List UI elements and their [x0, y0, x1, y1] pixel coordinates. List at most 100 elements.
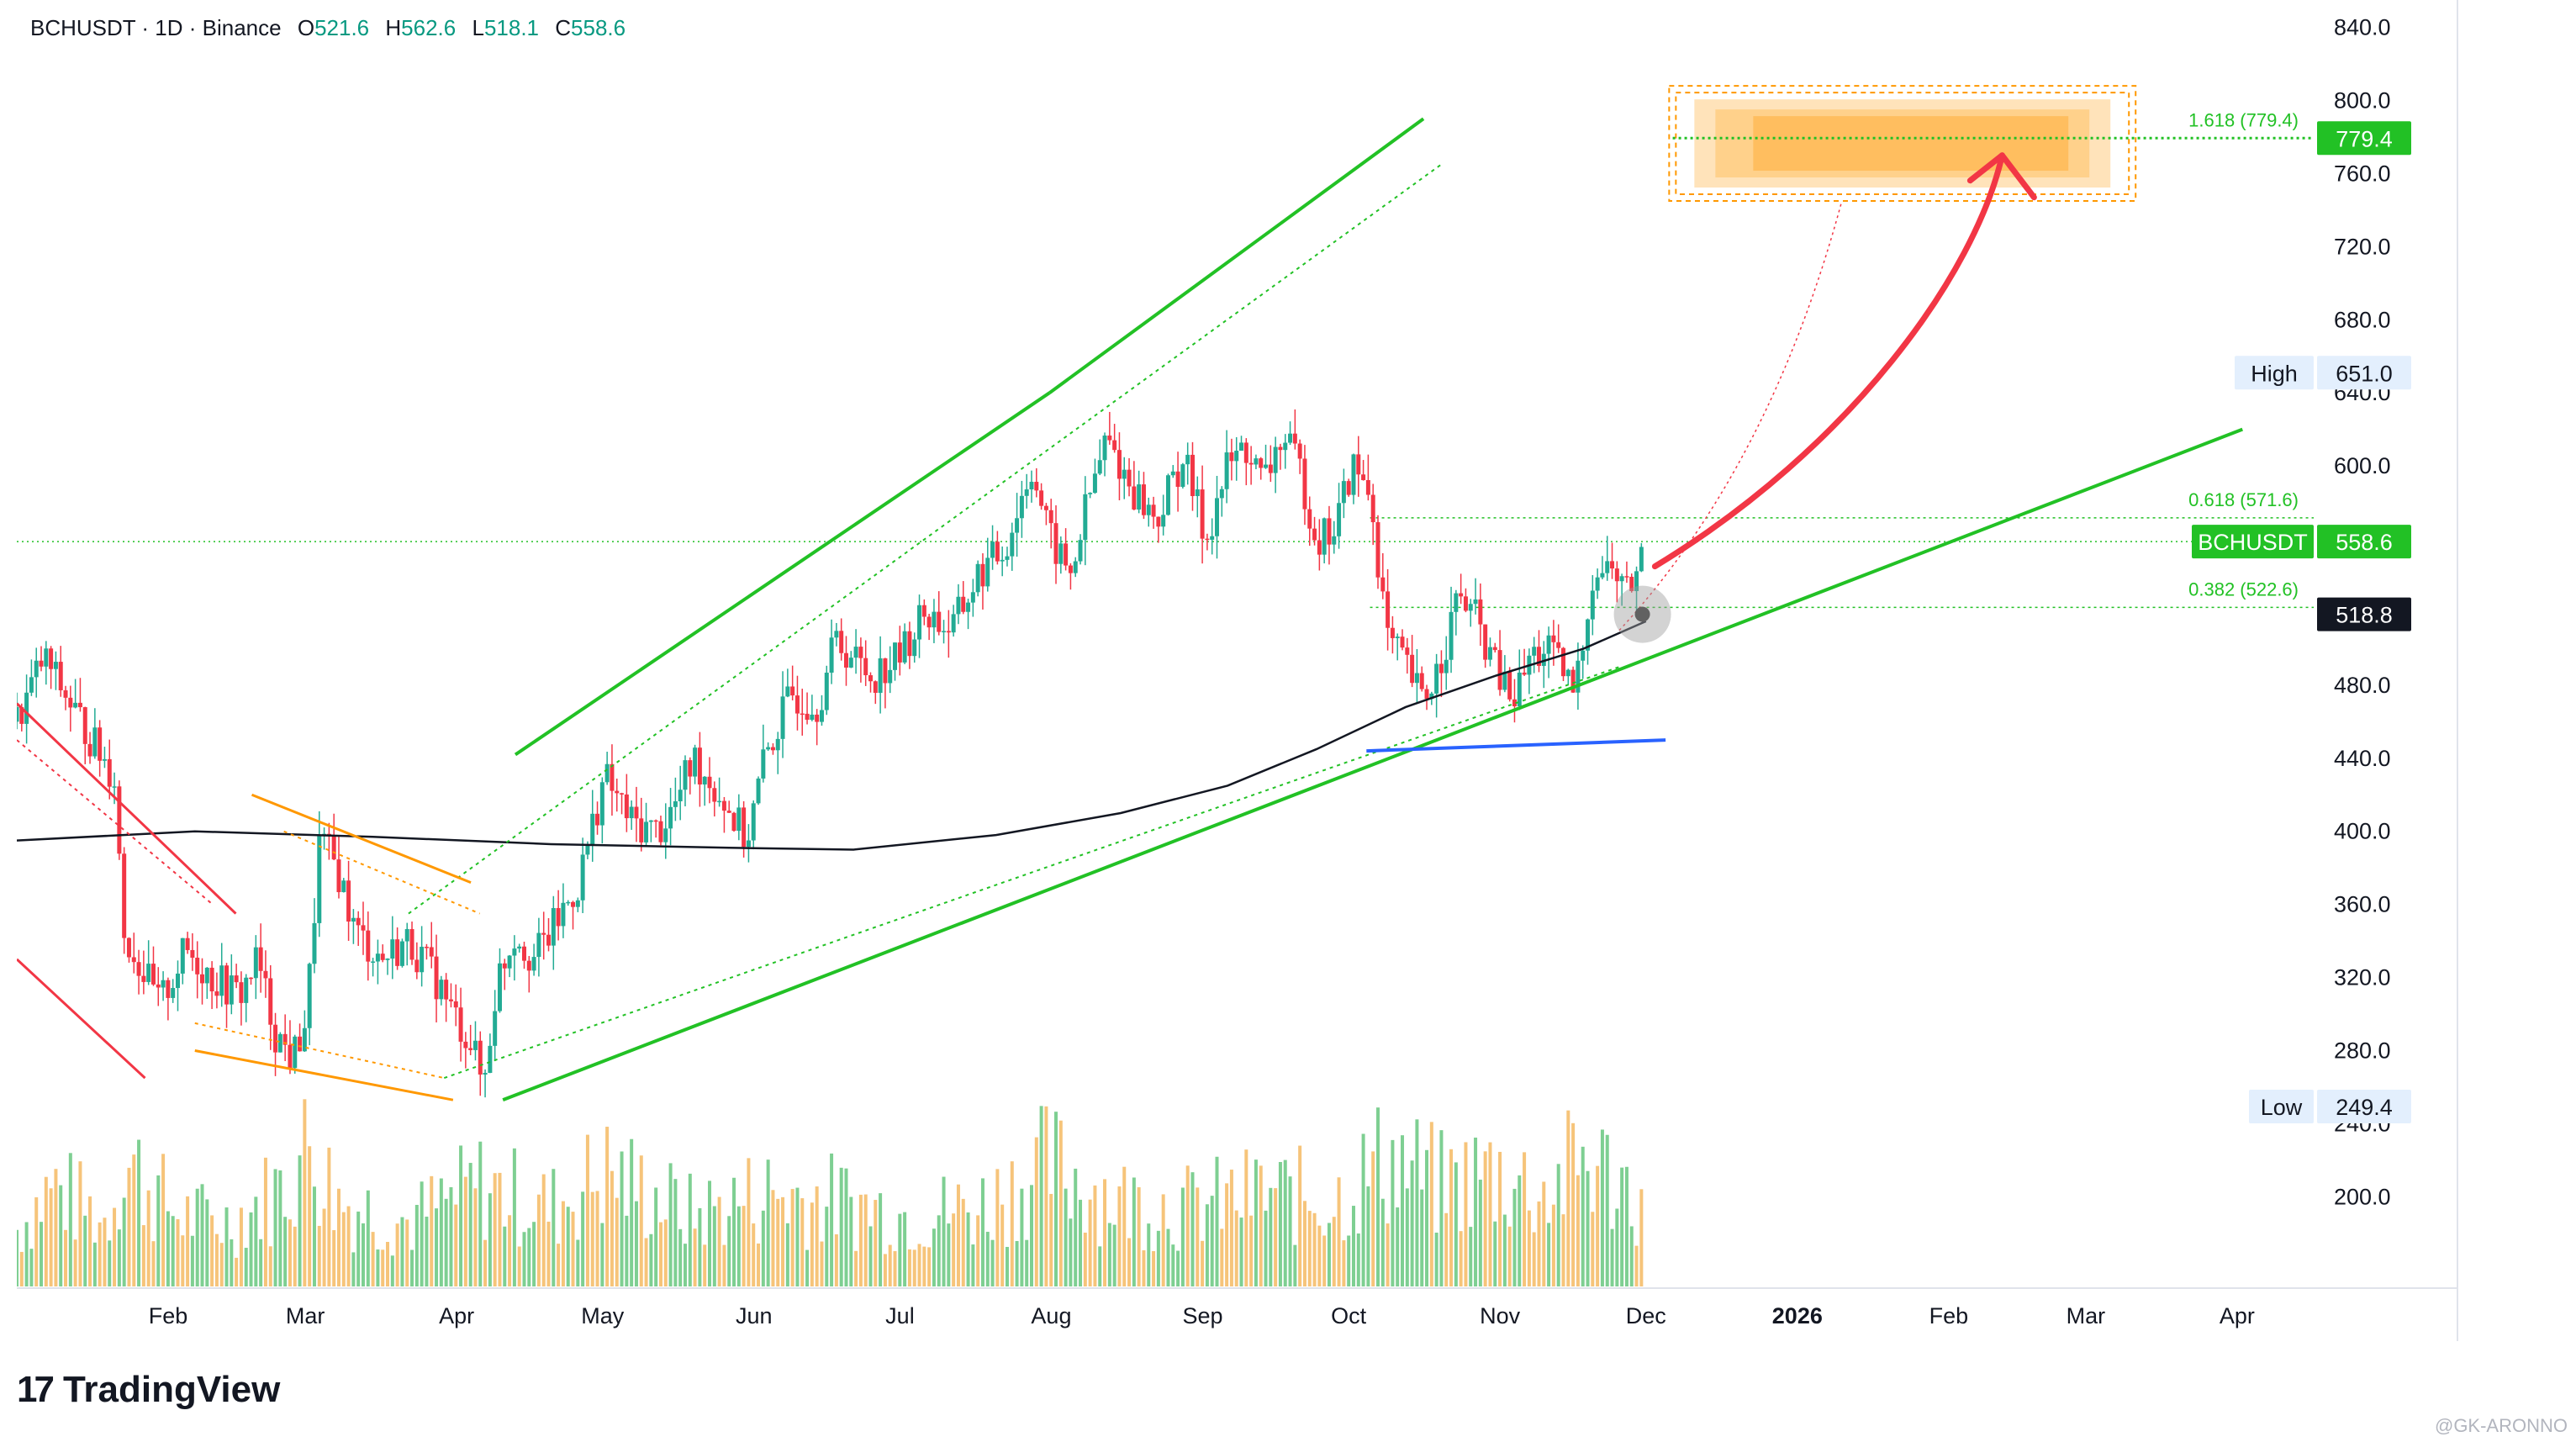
candle-body — [1512, 699, 1517, 707]
candle-body — [1502, 671, 1507, 690]
volume-bar — [425, 1216, 429, 1286]
volume-bar — [336, 1188, 340, 1286]
candle-body — [253, 947, 258, 979]
open-value: 521.6 — [314, 15, 370, 40]
candle-body — [1570, 669, 1576, 693]
candle-body — [1000, 559, 1005, 562]
candle-body — [980, 563, 985, 587]
volume-bar — [371, 1232, 375, 1286]
volume-bar — [1429, 1122, 1433, 1286]
y-axis-tick-label: 760.0 — [2334, 161, 2391, 186]
trendline-channel-lower-support — [502, 427, 2244, 1102]
tradingview-logo[interactable]: 17 TradingView — [17, 1369, 280, 1411]
volume-bar — [92, 1242, 97, 1286]
volume-bar — [1375, 1107, 1380, 1286]
candle-body — [439, 980, 444, 1000]
candle-body — [356, 917, 361, 926]
tradingview-wordmark: TradingView — [62, 1369, 281, 1410]
volume-bar — [1591, 1212, 1595, 1286]
volume-bar — [414, 1204, 419, 1286]
candle-body — [1205, 538, 1210, 541]
candle-body — [1092, 473, 1097, 494]
candle-body — [112, 786, 117, 788]
candle-body — [1468, 604, 1473, 611]
candle-body — [858, 647, 863, 658]
candle-body — [668, 806, 673, 829]
candle-body — [195, 958, 200, 975]
volume-bar — [1639, 1189, 1644, 1286]
volume-bar — [1556, 1164, 1560, 1286]
candle-body — [273, 1024, 278, 1053]
volume-bar — [459, 1145, 463, 1286]
candle-body — [1288, 433, 1293, 443]
volume-bar — [883, 1254, 887, 1286]
volume-bar — [717, 1196, 721, 1286]
volume-bar — [132, 1154, 136, 1286]
volume-bar — [625, 1215, 629, 1286]
volume-bar — [1498, 1151, 1502, 1286]
price-chart[interactable]: 1.618 (779.4) 0.618 (571.6) 0.382 (522.6) 2… — [14, 0, 2457, 1341]
candle-body — [1536, 647, 1541, 666]
moving-average-line — [16, 620, 1647, 851]
volume-bar — [1298, 1145, 1302, 1286]
volume-bar — [1396, 1207, 1400, 1286]
candle-body — [1292, 433, 1297, 444]
volume-bar — [1201, 1240, 1205, 1286]
author-watermark: @GK-ARONNO — [2434, 1415, 2568, 1436]
volume-bar — [356, 1211, 361, 1286]
candle-body — [371, 961, 376, 964]
candle-body — [1161, 515, 1166, 527]
candle-body — [1248, 462, 1254, 465]
candle-body — [424, 947, 429, 948]
candle-body — [1507, 671, 1512, 700]
candle-body — [472, 1040, 478, 1050]
price-badge-label-bg — [2235, 356, 2314, 390]
volume-bar — [990, 1239, 995, 1286]
volume-bar — [288, 1219, 292, 1286]
volume-bar — [654, 1187, 658, 1286]
volume-bar — [1317, 1225, 1322, 1286]
candle-body — [1532, 647, 1537, 656]
volume-bar — [346, 1206, 351, 1286]
candle-body — [1312, 528, 1317, 541]
volume-bar — [68, 1153, 72, 1286]
volume-bar — [54, 1169, 58, 1286]
volume-bar — [722, 1244, 726, 1286]
volume-bar — [1566, 1110, 1570, 1286]
candle-body — [1039, 490, 1044, 506]
candle-body — [975, 563, 980, 593]
candle-body — [648, 820, 653, 822]
chart-pane[interactable]: 1.618 (779.4) 0.618 (571.6) 0.382 (522.6) 2… — [14, 0, 2458, 1341]
candle-body — [302, 1027, 307, 1052]
volume-bar — [854, 1250, 858, 1286]
volume-bar — [581, 1191, 585, 1286]
volume-bar — [736, 1206, 741, 1286]
volume-bar — [703, 1244, 707, 1286]
volume-bar — [805, 1249, 810, 1286]
volume-bar — [1107, 1223, 1111, 1286]
candle-body — [146, 964, 151, 982]
volume-bar — [1439, 1130, 1444, 1286]
volume-bar — [1380, 1198, 1385, 1286]
x-axis-tick-label: Feb — [1929, 1303, 1969, 1328]
candle-body — [180, 938, 185, 974]
candle-body — [951, 614, 956, 633]
candle-body — [122, 853, 127, 938]
volume-bar — [634, 1201, 638, 1286]
candle-body — [49, 648, 54, 669]
volume-bar — [1312, 1212, 1317, 1286]
x-axis-tick-label: 2026 — [1772, 1303, 1823, 1328]
candle-body — [863, 658, 868, 676]
candle-body — [234, 975, 239, 983]
candle-body — [131, 957, 136, 963]
volume-bar — [1415, 1119, 1419, 1286]
candle-body — [298, 1036, 303, 1052]
volume-bar — [1190, 1172, 1195, 1286]
volume-bar — [566, 1207, 570, 1286]
candle-body — [512, 948, 517, 956]
candle-body — [736, 807, 742, 832]
candle-body — [14, 707, 19, 722]
volume-bar — [922, 1246, 926, 1286]
volume-bar — [712, 1206, 716, 1286]
candle-body — [1365, 480, 1370, 495]
